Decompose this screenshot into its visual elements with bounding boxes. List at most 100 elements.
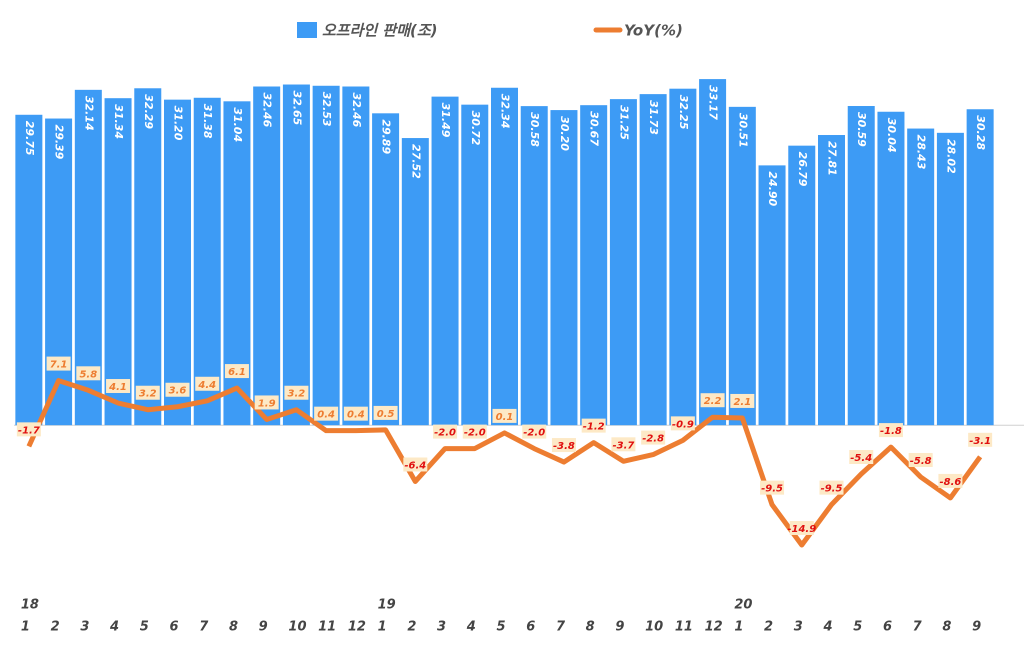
line-value-label: -1.7 (18, 425, 40, 436)
bar (164, 99, 191, 426)
x-tick-label: 1 (734, 620, 743, 635)
bar-value-label: 32.29 (142, 94, 155, 129)
line-value-label: 0.1 (496, 412, 514, 423)
line-value-label: -3.1 (969, 436, 991, 447)
label-box (403, 457, 428, 472)
x-tick-label: 12 (705, 620, 723, 635)
bar-value-label: 33.17 (707, 85, 720, 120)
bar-value-label: 29.75 (23, 121, 36, 156)
label-box (314, 406, 339, 421)
line-value-label: 6.1 (228, 367, 246, 378)
bar-value-label: 31.38 (201, 104, 214, 139)
x-tick-label: 6 (526, 620, 535, 635)
label-box (968, 432, 993, 447)
label-box (611, 437, 636, 452)
label-box (730, 393, 755, 408)
label-box (908, 452, 933, 467)
label-box (106, 379, 131, 394)
bar (253, 86, 281, 426)
bar (877, 111, 905, 426)
x-tick-label: 4 (109, 620, 119, 635)
x-tick-label: 11 (675, 620, 693, 635)
label-box (789, 520, 814, 535)
label-box (878, 423, 903, 438)
bar-value-label: 29.89 (380, 119, 393, 154)
bar (966, 109, 994, 426)
label-box (641, 430, 666, 445)
line-value-label: 2.2 (704, 396, 722, 407)
legend-label: YoY(%) (624, 22, 683, 40)
line-value-label: -5.8 (910, 456, 932, 467)
x-tick-label: 8 (229, 620, 238, 635)
line-value-label: 1.9 (258, 398, 276, 409)
label-box (46, 356, 71, 371)
bar-value-label: 28.43 (915, 135, 928, 170)
x-tick-label: 3 (80, 620, 89, 635)
line-value-label: -2.0 (464, 428, 486, 439)
x-tick-label: 8 (586, 620, 595, 635)
label-box (700, 393, 725, 408)
bar-value-label: 30.51 (736, 113, 749, 148)
label-box (16, 422, 41, 437)
label-box (938, 473, 963, 488)
line-value-label: -5.4 (850, 453, 872, 464)
bar-value-label: 29.39 (53, 125, 66, 160)
line-value-label: -1.2 (583, 422, 605, 433)
bar (609, 99, 637, 426)
bar-value-label: 26.79 (796, 152, 809, 187)
year-label: 19 (378, 598, 396, 613)
bar (520, 106, 548, 426)
bar (461, 104, 489, 426)
line-value-label: -9.5 (821, 484, 843, 495)
line (26, 378, 983, 548)
bar (907, 128, 935, 426)
x-tick-label: 12 (348, 620, 366, 635)
label-box (76, 366, 101, 381)
label-box (670, 416, 695, 431)
legend-label: 오프라인 판매(조) (322, 22, 438, 40)
line-value-label: 3.2 (288, 389, 306, 400)
bar-value-label: 31.20 (172, 106, 185, 141)
x-tick-label: 5 (497, 620, 506, 635)
label-box (224, 364, 249, 379)
line-value-label: 3.6 (169, 386, 187, 397)
bar (193, 97, 221, 426)
line-value-label: -14.9 (787, 524, 816, 535)
bar (15, 114, 43, 426)
label-box (581, 418, 606, 433)
line-value-label: -2.8 (642, 434, 664, 445)
label-box (551, 438, 576, 453)
year-label: 18 (21, 598, 39, 613)
line-value-label: -9.5 (761, 484, 783, 495)
bar (104, 98, 132, 426)
line-value-label: 0.5 (377, 409, 395, 420)
label-box (462, 424, 487, 439)
bar (669, 88, 697, 426)
x-tick-label: 7 (913, 620, 923, 635)
bar (491, 87, 518, 426)
bar-value-label: 32.46 (350, 93, 363, 128)
bar (788, 145, 816, 426)
bar-value-label: 31.25 (617, 105, 630, 140)
x-tick-label: 7 (556, 620, 566, 635)
label-box (522, 424, 547, 439)
x-tick-label: 1 (21, 620, 30, 635)
bar-value-label: 30.28 (974, 115, 987, 150)
bar-value-label: 31.49 (439, 103, 452, 138)
x-tick-label: 6 (883, 620, 892, 635)
label-box (195, 376, 220, 391)
x-tick-label: 2 (407, 620, 416, 635)
bar (431, 96, 459, 426)
line-value-label: 5.8 (79, 369, 97, 380)
bar (639, 94, 667, 426)
line-value-label: 0.4 (317, 410, 335, 421)
bar (758, 165, 786, 426)
label-box (760, 480, 785, 495)
bar-value-label: 27.81 (826, 141, 839, 176)
line-value-label: 4.4 (197, 380, 216, 391)
bar (372, 113, 400, 426)
x-tick-label: 5 (140, 620, 149, 635)
bar (580, 105, 608, 426)
line-value-label: -6.4 (404, 460, 426, 471)
